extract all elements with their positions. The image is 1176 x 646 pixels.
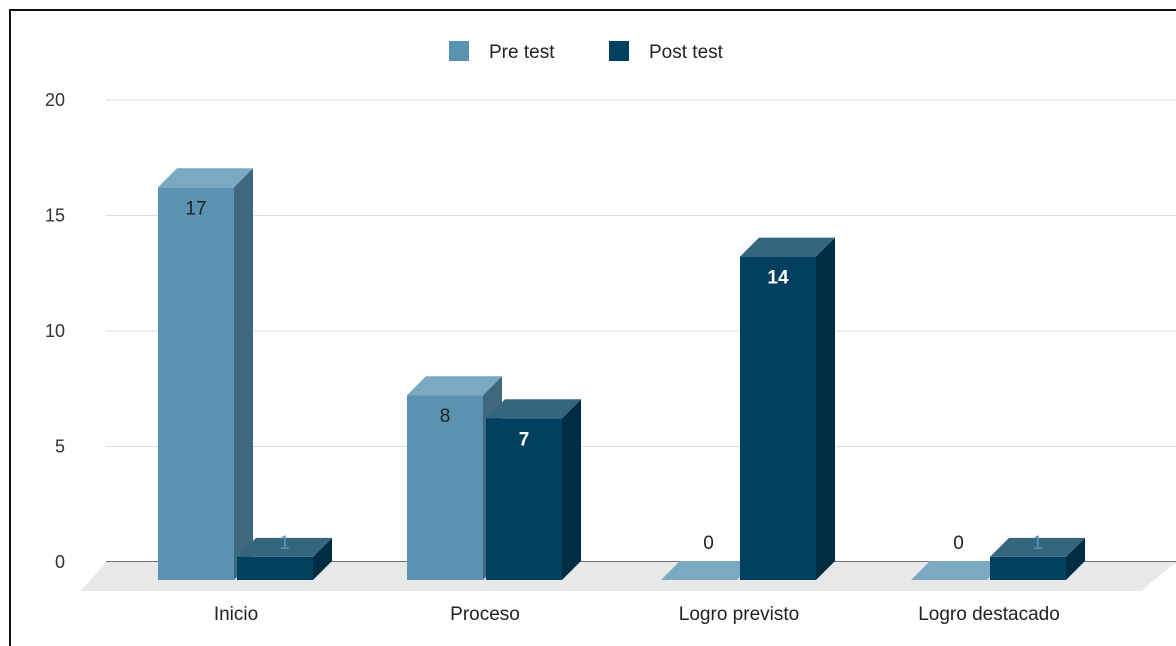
legend-swatch <box>609 41 629 61</box>
bar-inicio-post-test <box>237 537 332 580</box>
bar-inicio-post-test-side <box>313 537 332 580</box>
bar-logro-previsto-post-test-front <box>740 256 816 580</box>
data-label: 8 <box>440 406 451 427</box>
bar-proceso-post-test-side <box>562 399 581 580</box>
bar-proceso-post-test <box>486 399 581 580</box>
bar-inicio-pre-test-front <box>158 187 234 581</box>
bar-logro-destacado-post-test <box>990 537 1085 580</box>
y-tick-label: 0 <box>55 552 65 572</box>
bar-inicio-post-test-front <box>237 556 313 580</box>
data-label: 0 <box>703 533 714 554</box>
bar-proceso-post-test-front <box>486 418 562 580</box>
y-tick-label: 15 <box>45 206 65 226</box>
legend-swatch <box>449 41 469 61</box>
bar-logro-destacado-pre-test-top <box>911 561 1006 580</box>
bar-logro-previsto-post-test <box>740 237 835 580</box>
bar-proceso-post-test-top <box>486 399 581 419</box>
bar-logro-previsto-post-test-side <box>816 237 835 580</box>
chart-floor <box>81 562 1176 591</box>
legend-label: Post test <box>649 42 724 63</box>
legend-label: Pre test <box>489 42 555 63</box>
bar-proceso-pre-test-top <box>407 376 502 396</box>
y-tick-label: 10 <box>45 321 65 341</box>
x-tick-label: Inicio <box>214 604 258 625</box>
y-tick-label: 20 <box>45 90 65 110</box>
data-label: 1 <box>279 533 290 554</box>
data-label: 1 <box>1032 533 1043 554</box>
bar-logro-previsto-pre-test <box>661 561 756 580</box>
data-label: 0 <box>953 533 964 554</box>
bar-proceso-pre-test-front <box>407 395 483 580</box>
bar-logro-previsto-post-test-top <box>740 237 835 257</box>
bar-logro-destacado-post-test-side <box>1066 537 1085 580</box>
bar-logro-previsto-pre-test-top <box>661 561 756 580</box>
y-tick-label: 5 <box>55 437 65 457</box>
bar-logro-destacado-post-test-front <box>990 556 1066 580</box>
bar-inicio-post-test-top <box>237 537 332 557</box>
x-tick-label: Logro previsto <box>679 604 799 625</box>
x-tick-label: Proceso <box>450 604 520 625</box>
bar-inicio-pre-test-top <box>158 168 253 188</box>
bar-inicio-pre-test-side <box>234 168 253 581</box>
bar-logro-destacado-post-test-top <box>990 537 1085 557</box>
data-label: 7 <box>519 429 530 450</box>
bar-logro-destacado-pre-test <box>911 561 1006 580</box>
data-label: 14 <box>767 268 789 289</box>
x-tick-label: Logro destacado <box>918 604 1060 625</box>
bar-inicio-pre-test <box>158 168 253 581</box>
chart-frame: 0 5 10 15 20 17 1 Inicio 8 7 Proceso 0 14 Logro previ… <box>9 9 1176 646</box>
data-label: 17 <box>185 198 206 219</box>
